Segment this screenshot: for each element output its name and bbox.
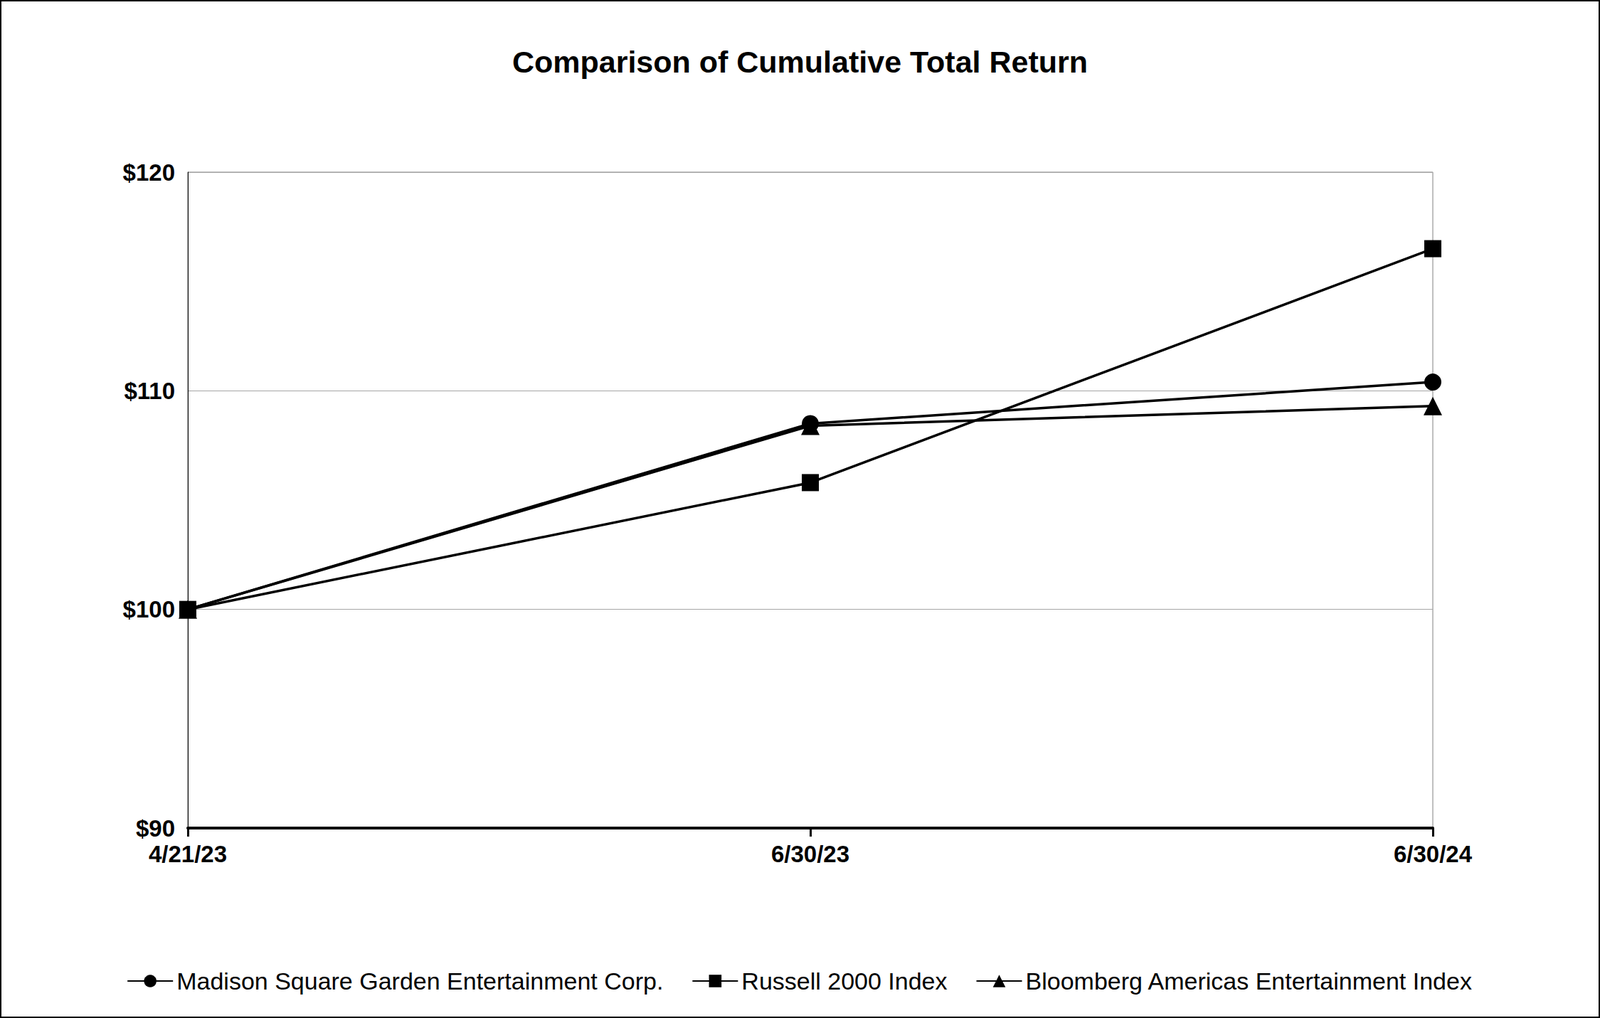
svg-text:Madison Square Garden Entertai: Madison Square Garden Entertainment Corp… [176,967,664,995]
svg-text:$90: $90 [135,815,176,842]
svg-text:6/30/24: 6/30/24 [1393,840,1473,868]
svg-text:4/21/23: 4/21/23 [148,840,227,868]
svg-text:$110: $110 [123,377,176,405]
svg-text:Bloomberg Americas Entertainme: Bloomberg Americas Entertainment Index [1025,967,1472,995]
svg-text:6/30/23: 6/30/23 [771,840,850,868]
svg-text:$120: $120 [123,159,176,186]
svg-text:Russell 2000 Index: Russell 2000 Index [741,967,947,995]
svg-text:$100: $100 [123,596,176,623]
svg-text:Comparison of Cumulative Total: Comparison of Cumulative Total Return [512,44,1088,79]
